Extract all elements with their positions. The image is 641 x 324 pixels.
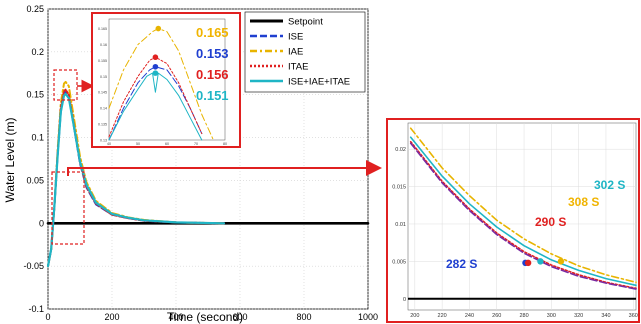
settling-series-ise — [409, 142, 637, 290]
settling-x-tick-label: 360 — [629, 313, 638, 319]
main-x-ticks: 0 200 400 600 800 1000 — [45, 312, 378, 322]
main-y-tick-label: 0 — [39, 218, 44, 228]
peak-marker-ise — [152, 63, 159, 70]
peak-inset-ticks: 0.13 0.135 0.14 0.145 0.15 0.155 0.16 0.165 40 50… — [98, 27, 227, 146]
peak-inset-x-tick-label: 40 — [107, 142, 111, 146]
settling-time-label-ise: 282 S — [446, 257, 477, 271]
legend-items: Setpoint ISE IAE ITAE ISE+IAE+ITAE — [250, 17, 350, 88]
peak-marker-itae — [152, 54, 159, 61]
main-y-tick-label: -0.05 — [23, 261, 44, 271]
settling-x-tick-label: 240 — [465, 313, 474, 319]
settling-time-label-iae: 308 S — [568, 195, 599, 209]
main-y-tick-label: -0.1 — [28, 304, 44, 314]
settling-series-ise-iae-itae — [409, 136, 637, 287]
peak-inset-y-tick-label: 0.165 — [98, 27, 107, 31]
main-y-tick-label: 0.25 — [26, 4, 44, 14]
peak-inset-y-tick-label: 0.135 — [98, 123, 107, 127]
peak-inset-y-tick-label: 0.13 — [100, 139, 107, 143]
peak-inset-x-tick-label: 60 — [165, 142, 169, 146]
peak-inset-labels: 0.165 0.153 0.156 0.151 — [196, 25, 229, 103]
main-y-axis-label: Water Level (m) — [3, 118, 17, 203]
settling-x-tick-label: 340 — [601, 313, 610, 319]
peak-value-label-itae: 0.156 — [196, 67, 229, 82]
peak-inset-y-tick-label: 0.145 — [98, 91, 107, 95]
settling-y-tick-label: 0.01 — [395, 222, 406, 228]
peak-inset-y-tick-label: 0.14 — [100, 107, 107, 111]
peak-marker-iae — [155, 25, 162, 32]
peak-value-label-ise-iae-itae: 0.151 — [196, 88, 229, 103]
settling-marker-iae — [557, 258, 565, 265]
settling-series-iae — [409, 127, 637, 284]
main-x-tick-label: 400 — [168, 312, 183, 322]
peak-marker-ise-iae-itae — [152, 70, 159, 76]
main-x-axis-label: Time (second) — [167, 310, 243, 324]
main-y-tick-label: 0.05 — [26, 175, 44, 185]
legend: Setpoint ISE IAE ITAE ISE+IAE+ITAE — [244, 11, 366, 93]
peak-inset-x-tick-label: 80 — [223, 142, 227, 146]
main-y-tick-label: 0.15 — [26, 90, 44, 100]
settling-x-tick-label: 320 — [574, 313, 583, 319]
main-y-ticks: -0.1 -0.05 0 0.05 0.1 0.15 0.2 0.25 — [23, 4, 44, 314]
settling-inset-plot-area — [407, 122, 637, 311]
peak-highlight-box — [53, 69, 78, 101]
settling-inset: 200 220 240 260 280 300 320 340 360 0 0.005 0.01 0.0… — [386, 118, 640, 323]
main-x-tick-label: 1000 — [358, 312, 378, 322]
peak-inset-y-tick-label: 0.16 — [100, 43, 107, 47]
main-y-tick-label: 0.2 — [31, 47, 44, 57]
legend-label-ise: ISE — [288, 32, 303, 43]
peak-inset-y-tick-label: 0.155 — [98, 59, 107, 63]
peak-inset-y-tick-label: 0.15 — [100, 75, 107, 79]
settling-y-tick-label: 0.015 — [392, 185, 406, 191]
settling-y-tick-label: 0.005 — [392, 259, 406, 265]
legend-label-iae: IAE — [288, 47, 303, 58]
settling-marker-itae — [524, 259, 532, 267]
main-x-tick-label: 800 — [296, 312, 311, 322]
settling-time-label-itae: 290 S — [535, 215, 566, 229]
peak-inset-x-tick-label: 50 — [136, 142, 140, 146]
settling-inset-ticks: 200 220 240 260 280 300 320 340 360 0 0.005 0.01 0.0… — [392, 147, 638, 319]
settling-inset-series — [408, 127, 637, 300]
settling-x-tick-label: 300 — [547, 313, 556, 319]
main-series-group — [46, 80, 370, 268]
main-x-tick-label: 200 — [104, 312, 119, 322]
settling-y-tick-label: 0.02 — [395, 147, 406, 153]
main-series-ise-iae-itae — [46, 92, 226, 268]
settling-marker-ise-iae-itae — [537, 258, 544, 265]
main-x-tick-label: 600 — [232, 312, 247, 322]
peak-inset-x-tick-label: 70 — [194, 142, 198, 146]
legend-label-itae: ITAE — [288, 62, 308, 73]
main-x-tick-label: 0 — [45, 312, 50, 322]
settling-series-itae — [409, 140, 637, 290]
arrow-to-settling-inset — [67, 160, 382, 176]
peak-value-label-iae: 0.165 — [196, 25, 229, 40]
peak-inset-plot-area — [108, 18, 226, 141]
peak-inset-series-ise-iae-itae — [108, 72, 203, 141]
settling-x-tick-label: 280 — [519, 313, 528, 319]
settling-x-tick-label: 220 — [438, 313, 447, 319]
peak-inset-series-iae — [108, 28, 214, 141]
peak-inset-series — [108, 25, 214, 141]
peak-inset: 0.13 0.135 0.14 0.145 0.15 0.155 0.16 0.165 40 50… — [91, 12, 241, 148]
legend-label-setpoint: Setpoint — [288, 17, 323, 28]
settling-x-tick-label: 260 — [492, 313, 501, 319]
main-y-tick-label: 0.1 — [31, 133, 44, 143]
peak-value-label-ise: 0.153 — [196, 46, 229, 61]
settling-x-tick-label: 200 — [410, 313, 419, 319]
settling-time-label-ise-iae-itae: 302 S — [594, 178, 625, 192]
settling-y-tick-label: 0 — [403, 297, 406, 303]
legend-label-ise-iae-itae: ISE+IAE+ITAE — [288, 77, 350, 88]
